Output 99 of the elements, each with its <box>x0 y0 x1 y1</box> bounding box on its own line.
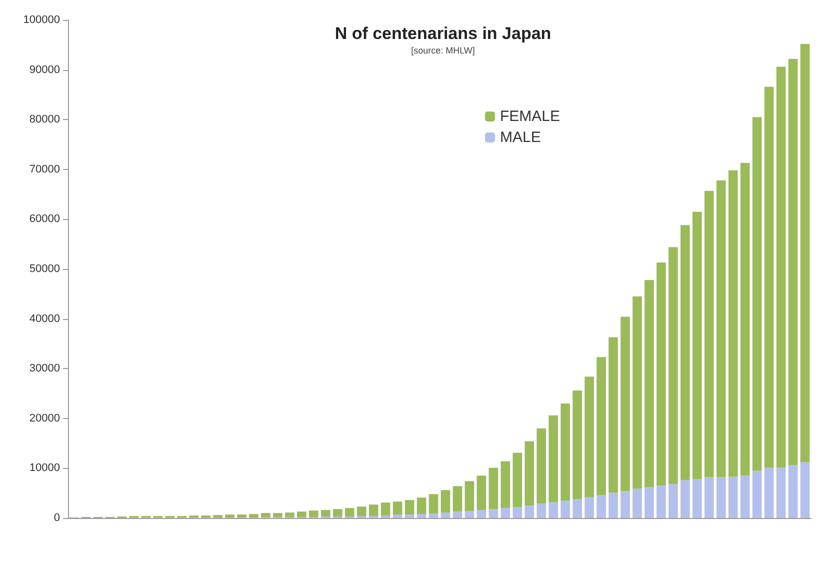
bar <box>620 491 630 518</box>
bar <box>740 162 750 476</box>
bar <box>536 428 546 504</box>
bar <box>752 470 762 518</box>
bar <box>608 492 618 518</box>
bar <box>512 507 522 518</box>
y-tick-label: 10000 <box>29 462 60 474</box>
bar <box>704 477 714 518</box>
bar <box>452 512 462 518</box>
bar <box>572 390 582 500</box>
bar <box>273 513 282 518</box>
bar <box>584 497 594 518</box>
bar <box>692 212 702 480</box>
bar <box>285 512 294 518</box>
bar <box>632 296 642 489</box>
y-tick-label: 50000 <box>29 263 60 275</box>
bar <box>500 461 510 508</box>
bar <box>728 476 738 518</box>
bar <box>476 476 486 510</box>
y-tick-label: 20000 <box>29 412 60 424</box>
bar <box>428 494 438 514</box>
bar <box>740 476 750 518</box>
legend-label: MALE <box>500 129 541 146</box>
bar <box>476 510 486 518</box>
bar <box>548 415 558 502</box>
bar <box>512 452 522 508</box>
bar <box>668 247 678 484</box>
bar <box>332 509 342 517</box>
bar <box>368 504 378 516</box>
bar <box>668 484 678 518</box>
chart-title: N of centenarians in Japan <box>334 24 552 43</box>
bar <box>716 477 726 518</box>
y-tick-label: 90000 <box>29 64 60 76</box>
bar <box>488 468 498 510</box>
y-tick-label: 30000 <box>29 362 60 375</box>
text: [source: MHLW] <box>411 46 475 56</box>
bar <box>404 500 414 515</box>
bar <box>788 465 798 518</box>
bar <box>548 502 558 518</box>
bar <box>225 514 234 518</box>
bar <box>752 117 762 471</box>
bar <box>656 486 666 518</box>
bar <box>596 357 606 496</box>
bar <box>308 510 318 518</box>
bar <box>800 462 810 518</box>
y-tick-label: 100000 <box>23 14 60 26</box>
y-tick-label: 80000 <box>29 114 60 126</box>
bar <box>704 190 714 478</box>
bar <box>680 480 690 518</box>
bar <box>776 468 786 518</box>
bar <box>632 488 642 518</box>
bar <box>237 514 246 518</box>
bar <box>452 486 462 512</box>
bar <box>416 498 426 514</box>
bar <box>560 403 570 501</box>
bar <box>776 66 786 468</box>
bar <box>440 512 450 518</box>
bar <box>716 180 726 478</box>
bar <box>572 499 582 518</box>
bar <box>764 468 774 518</box>
bar <box>380 502 390 516</box>
bar <box>800 44 810 462</box>
bar <box>560 500 570 518</box>
bar <box>297 512 306 518</box>
bar <box>764 86 774 468</box>
bar <box>596 495 606 518</box>
bar <box>656 262 666 486</box>
bar <box>392 514 402 518</box>
bar <box>524 506 534 518</box>
y-tick-label: 60000 <box>29 213 60 226</box>
bar <box>644 487 654 518</box>
bar <box>416 514 426 518</box>
bar <box>500 508 510 518</box>
bar <box>644 280 654 488</box>
y-tick-label: 70000 <box>29 163 60 176</box>
bar <box>344 508 354 517</box>
bar <box>464 481 474 512</box>
bar <box>249 514 258 518</box>
bar <box>404 514 414 518</box>
bar <box>608 337 618 493</box>
bar <box>356 506 366 516</box>
bar <box>524 441 534 506</box>
legend-label: FEMALE <box>500 108 560 125</box>
y-tick-label: 0 <box>54 512 60 524</box>
bar <box>261 513 270 518</box>
y-tick-label: 40000 <box>29 312 60 325</box>
bar <box>692 479 702 518</box>
bar <box>488 509 498 518</box>
bar <box>788 58 798 466</box>
bar <box>728 170 738 477</box>
bar <box>392 502 402 515</box>
bar <box>320 510 330 517</box>
bar <box>536 504 546 518</box>
bar <box>464 511 474 518</box>
bar <box>584 376 594 498</box>
bar <box>680 225 690 480</box>
bar <box>440 490 450 513</box>
bar <box>428 514 438 518</box>
bar <box>620 316 630 492</box>
